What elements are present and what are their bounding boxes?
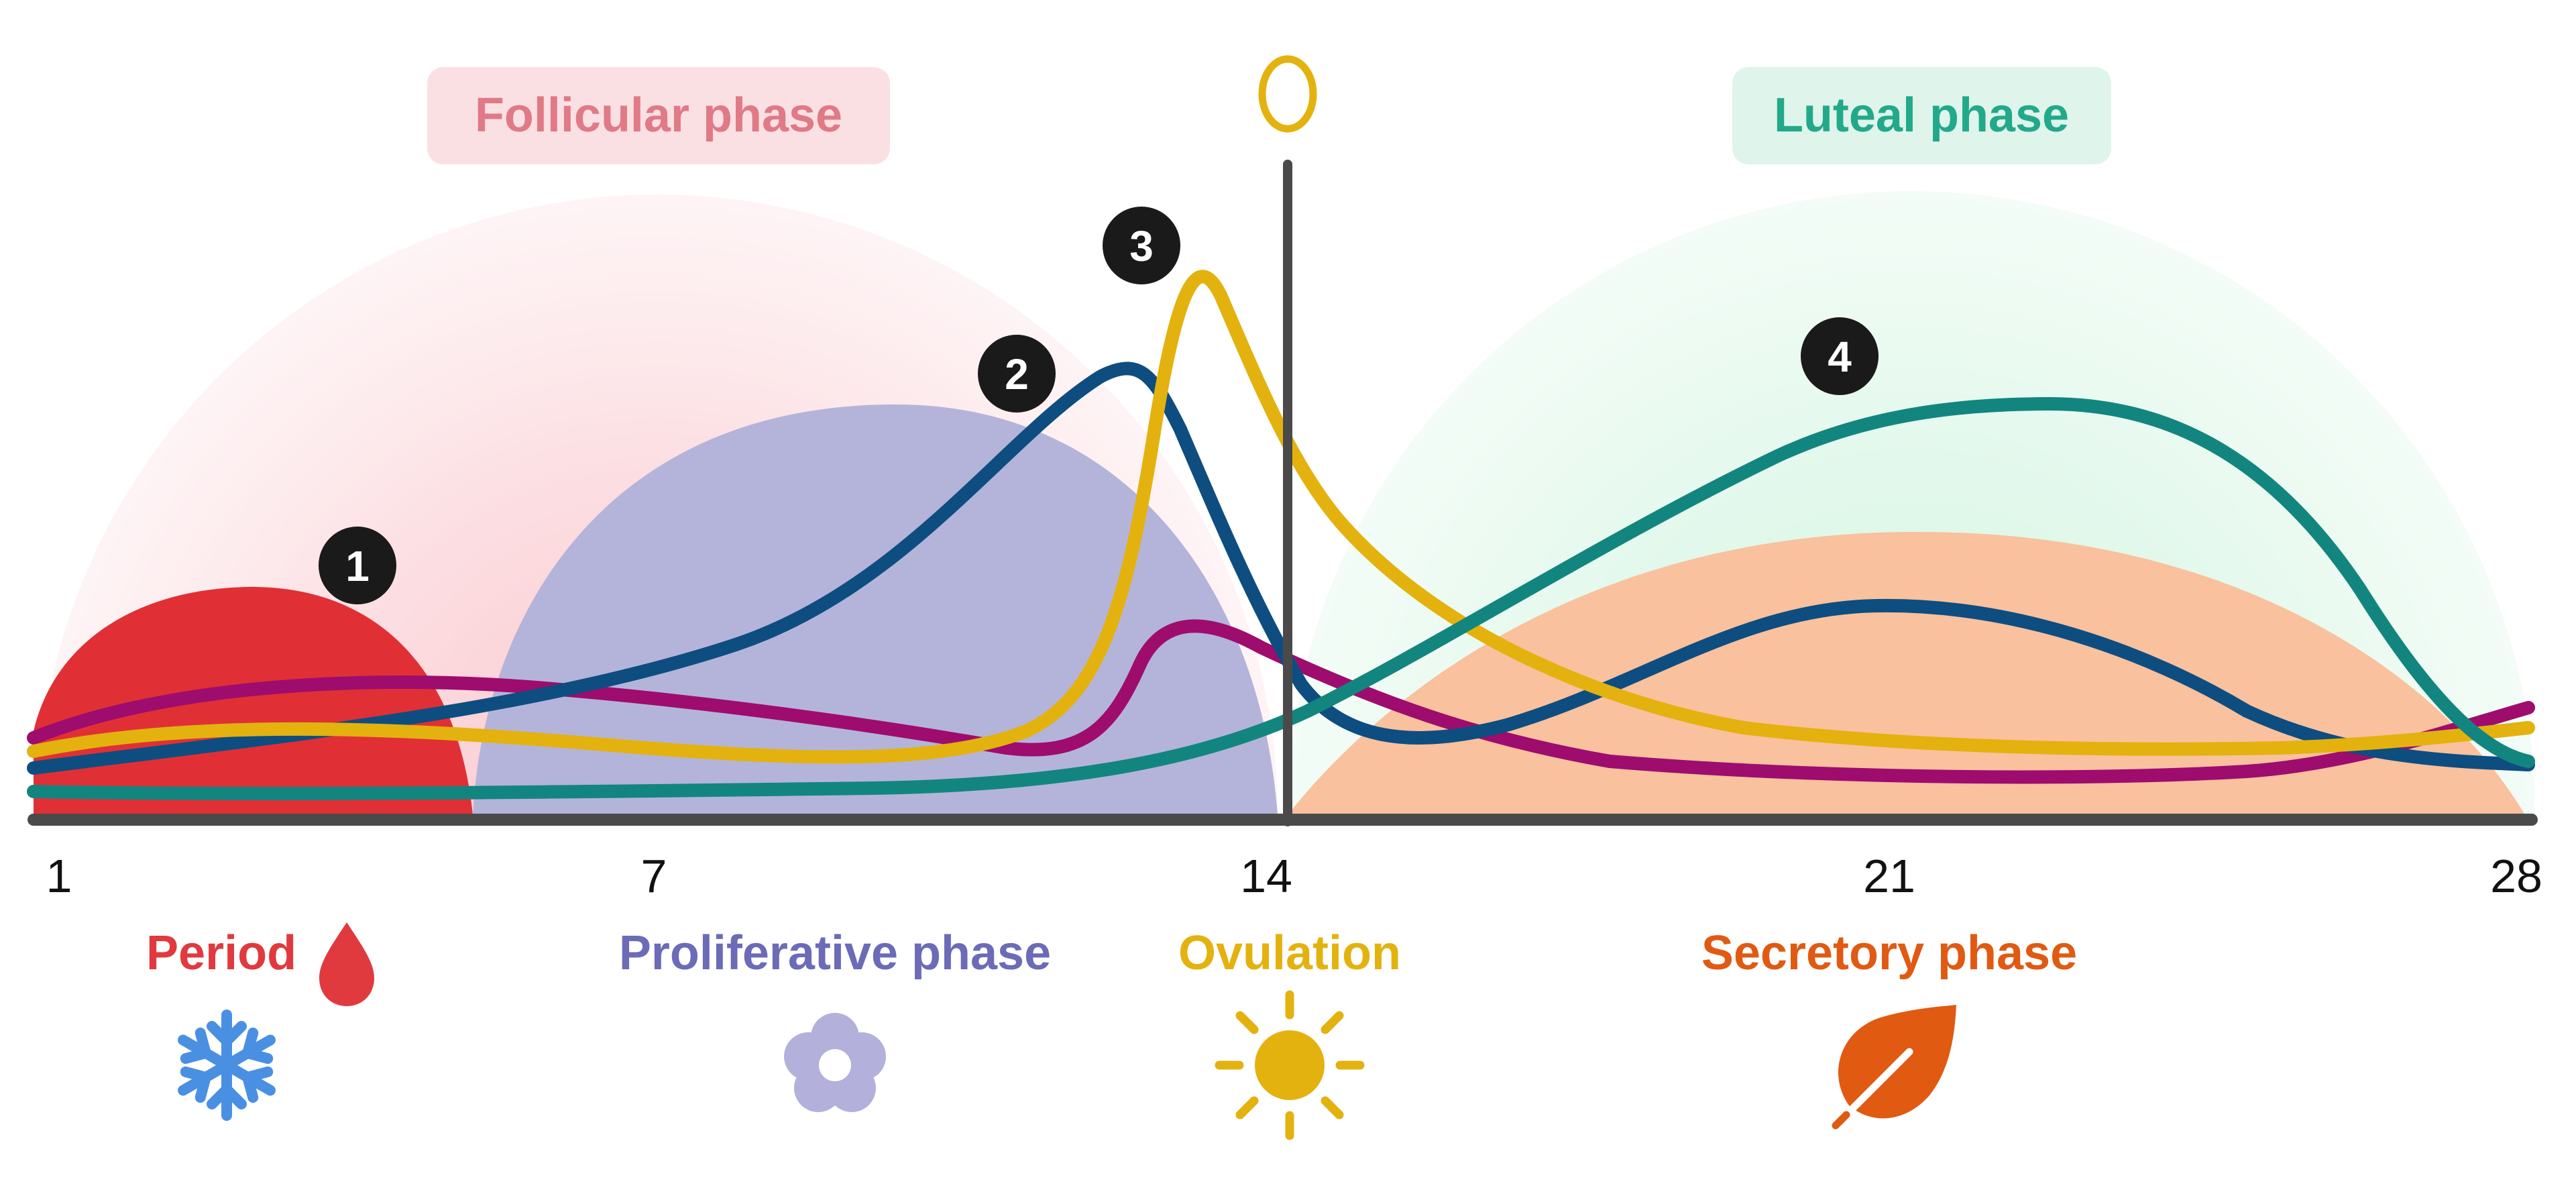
svg-text:Luteal phase: Luteal phase [1774, 89, 2069, 142]
secretory-label: Secretory phase [1701, 926, 2077, 980]
tick-7: 7 [641, 850, 667, 902]
sun-icon [1215, 990, 1365, 1140]
ovulation-label: Ovulation [1178, 926, 1401, 980]
snowflake-icon [178, 1010, 276, 1121]
follicular-phase-badge: Follicular phase [427, 67, 890, 164]
svg-text:2: 2 [1005, 350, 1029, 398]
marker-1: 1 [319, 527, 396, 604]
tick-1: 1 [46, 850, 72, 902]
leaf-icon [1832, 1005, 1956, 1130]
flower-icon [784, 1013, 886, 1112]
proliferative-region [473, 404, 1278, 815]
marker-2: 2 [978, 335, 1056, 413]
marker-3: 3 [1103, 207, 1180, 284]
curve-teal [27, 396, 2535, 800]
period-label: Period [146, 926, 296, 980]
svg-text:3: 3 [1129, 222, 1154, 270]
proliferative-label: Proliferative phase [619, 926, 1051, 980]
curve-gold [27, 270, 2535, 764]
luteal-phase-badge: Luteal phase [1732, 67, 2111, 164]
tick-21: 21 [1863, 850, 1915, 902]
tick-14: 14 [1240, 850, 1292, 902]
svg-text:Follicular phase: Follicular phase [475, 89, 842, 142]
svg-text:1: 1 [345, 542, 370, 590]
marker-4: 4 [1801, 317, 1879, 395]
tick-28: 28 [2490, 850, 2542, 902]
egg-icon [1258, 55, 1317, 133]
svg-text:4: 4 [1828, 333, 1852, 381]
blood-drop-icon [319, 922, 374, 1006]
curve-magenta [27, 619, 2535, 784]
